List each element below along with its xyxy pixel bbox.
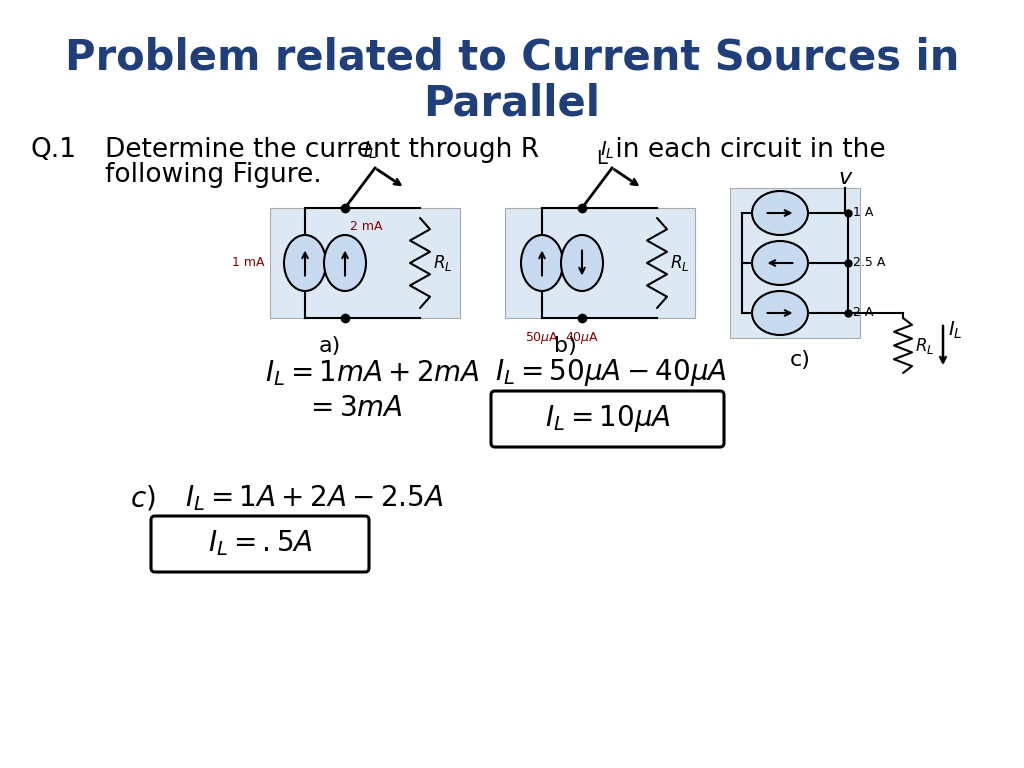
Text: L: L xyxy=(596,148,607,167)
Text: Parallel: Parallel xyxy=(424,82,600,124)
Text: $I_L = 1A + 2A - 2.5A$: $I_L = 1A + 2A - 2.5A$ xyxy=(185,483,443,513)
Text: 1 mA: 1 mA xyxy=(232,257,265,270)
Text: $R_L$: $R_L$ xyxy=(670,253,689,273)
Ellipse shape xyxy=(752,291,808,335)
Text: 1 A: 1 A xyxy=(853,207,873,220)
Ellipse shape xyxy=(561,235,603,291)
Text: $I_L = .5A$: $I_L = .5A$ xyxy=(208,528,312,558)
Text: 2.5 A: 2.5 A xyxy=(853,257,886,270)
Ellipse shape xyxy=(521,235,563,291)
Ellipse shape xyxy=(284,235,326,291)
Text: $I_L = 50\mu A - 40\mu A$: $I_L = 50\mu A - 40\mu A$ xyxy=(495,357,727,389)
Text: $I_L$: $I_L$ xyxy=(948,319,963,341)
Text: v: v xyxy=(839,168,852,188)
FancyBboxPatch shape xyxy=(490,391,724,447)
Text: $I_L = 10\mu A$: $I_L = 10\mu A$ xyxy=(545,402,671,433)
Text: in each circuit in the: in each circuit in the xyxy=(607,137,886,163)
Ellipse shape xyxy=(324,235,366,291)
FancyBboxPatch shape xyxy=(270,208,460,318)
Text: 2 A: 2 A xyxy=(853,306,873,319)
Ellipse shape xyxy=(752,241,808,285)
Text: Q.1: Q.1 xyxy=(30,137,76,163)
Text: $I_L$: $I_L$ xyxy=(362,139,377,161)
Text: $I_L = 1mA + 2mA$: $I_L = 1mA + 2mA$ xyxy=(265,358,480,388)
Text: following Figure.: following Figure. xyxy=(105,162,322,188)
Text: 2 mA: 2 mA xyxy=(350,220,383,233)
Text: $I_L$: $I_L$ xyxy=(600,139,614,161)
Text: $R_L$: $R_L$ xyxy=(433,253,453,273)
FancyBboxPatch shape xyxy=(151,516,369,572)
Text: c): c) xyxy=(790,350,810,370)
Text: a): a) xyxy=(318,336,341,356)
Text: Problem related to Current Sources in: Problem related to Current Sources in xyxy=(65,37,959,79)
Text: 40$\mu$A: 40$\mu$A xyxy=(565,330,599,346)
Text: Determine the current through R: Determine the current through R xyxy=(105,137,539,163)
Text: $c)$: $c)$ xyxy=(130,484,156,512)
Text: 50$\mu$A: 50$\mu$A xyxy=(525,330,559,346)
Ellipse shape xyxy=(752,191,808,235)
Text: b): b) xyxy=(554,336,577,356)
Text: $= 3mA$: $= 3mA$ xyxy=(305,394,402,422)
Text: $R_L$: $R_L$ xyxy=(915,336,934,356)
FancyBboxPatch shape xyxy=(505,208,695,318)
FancyBboxPatch shape xyxy=(730,188,860,338)
